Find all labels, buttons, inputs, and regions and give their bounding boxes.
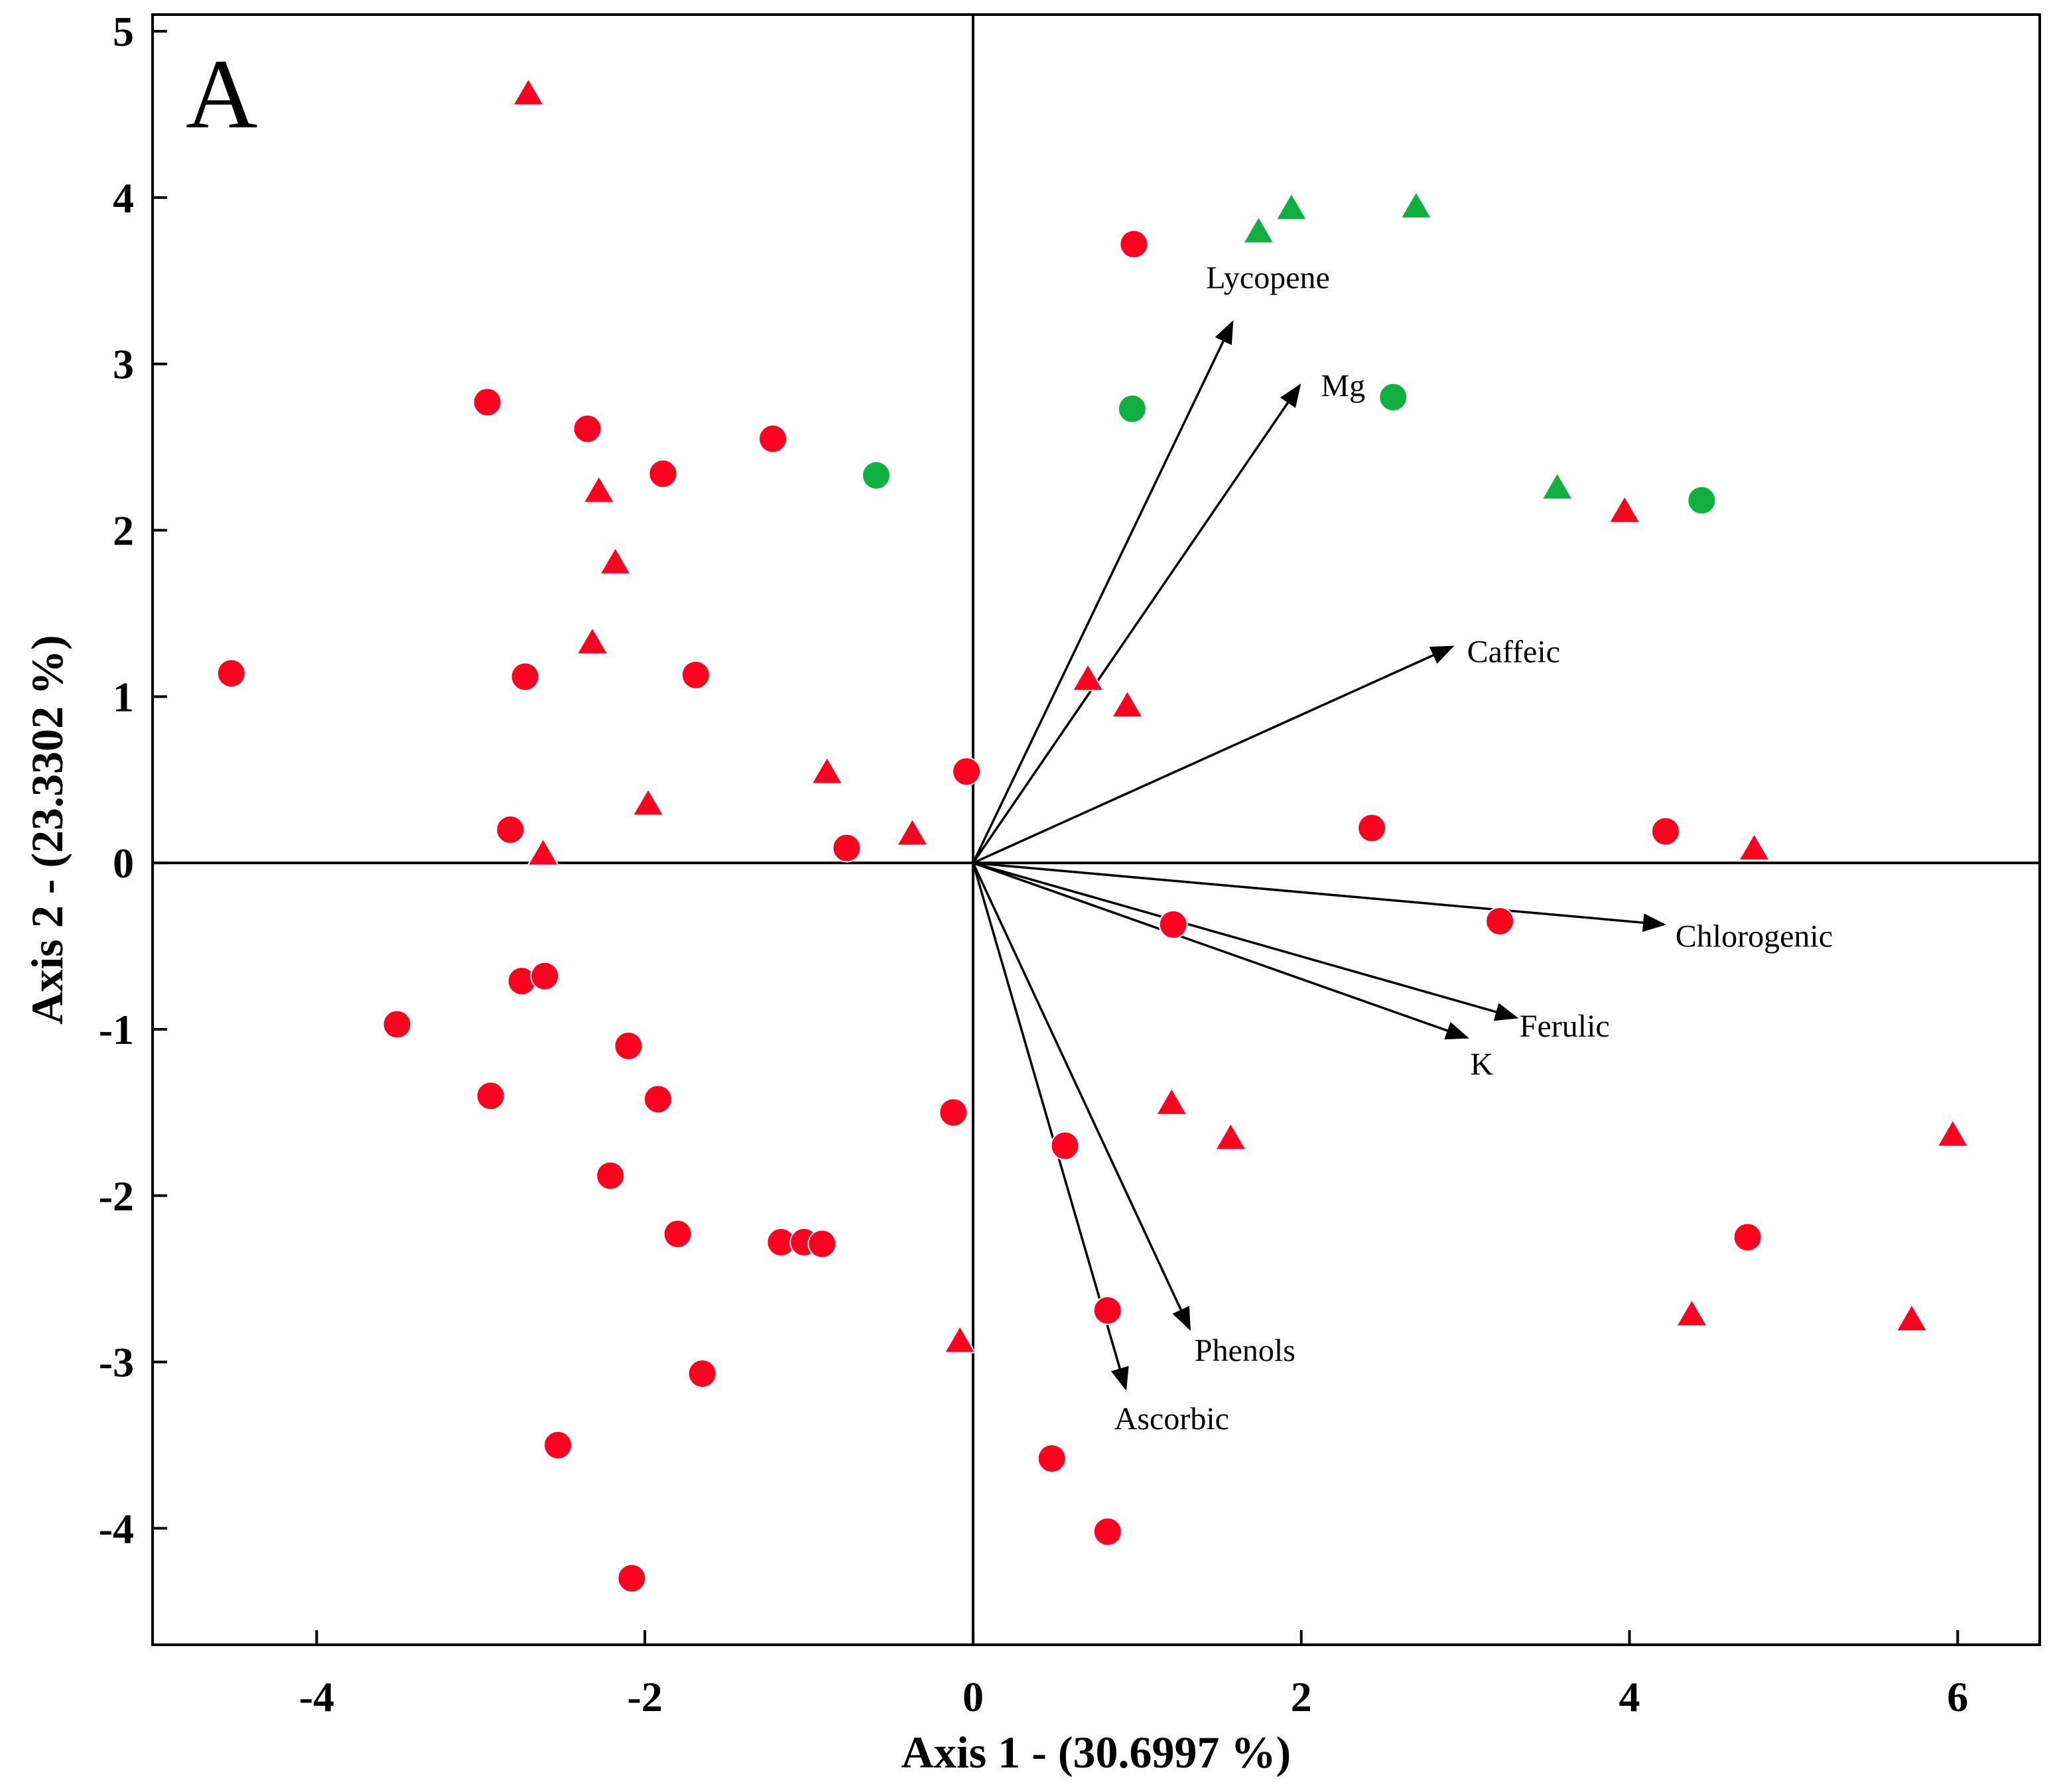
vector-label-ascorbic: Ascorbic: [1114, 1401, 1229, 1437]
red-circle-point: [1650, 816, 1680, 846]
red-circle-point: [681, 660, 710, 690]
red-triangle-point: [1936, 1118, 1969, 1147]
red-triangle-point: [943, 1324, 977, 1354]
red-circle-point: [1357, 813, 1387, 843]
green-triangle-point: [1242, 215, 1276, 244]
red-circle-point: [1050, 1131, 1080, 1161]
red-circle-point: [496, 815, 525, 844]
red-circle-point: [596, 1161, 626, 1190]
red-circle-point: [1733, 1222, 1762, 1252]
red-circle-point: [643, 1084, 673, 1114]
red-circle-point: [1093, 1517, 1122, 1547]
red-circle-point: [216, 659, 246, 688]
x-axis-title: Axis 1 - (30.6997 %): [901, 1727, 1291, 1777]
y-tick-label: 0: [113, 840, 134, 887]
red-triangle-point: [1155, 1086, 1189, 1116]
red-triangle-point: [598, 546, 632, 575]
plot-frame: [151, 13, 2041, 1646]
green-circle-point: [1378, 382, 1408, 412]
red-circle-point: [472, 387, 502, 417]
red-triangle-point: [576, 626, 609, 655]
red-circle-point: [1485, 906, 1515, 936]
red-circle-point: [1037, 1444, 1067, 1474]
zero-axes: [153, 15, 2040, 1645]
loading-vectors: Lycopene Mg Caffeic Chlorogenic Ferulic K Phen…: [972, 260, 1833, 1437]
axis-ticks: -4 -2 0 2 4 6 -4 -3 -2 -1 0 1 2 3 4 5: [99, 8, 1969, 1720]
vector-label-k: K: [1471, 1047, 1494, 1082]
y-tick-label: 3: [113, 341, 134, 388]
y-tick-label: -3: [99, 1339, 134, 1386]
red-circle-point: [382, 1009, 412, 1039]
x-tick-label: -4: [299, 1673, 334, 1720]
red-circle-point: [663, 1219, 693, 1249]
red-circle-point: [476, 1081, 505, 1111]
red-triangle-point: [895, 817, 929, 846]
y-tick-label: 5: [113, 8, 134, 55]
x-tick-label: 2: [1291, 1673, 1312, 1720]
y-tick-label: 1: [113, 673, 134, 720]
red-triangle-point: [1214, 1121, 1248, 1151]
vector-phenols: [972, 862, 1191, 1331]
red-triangle-point: [1675, 1298, 1709, 1327]
x-tick-label: -2: [628, 1673, 663, 1720]
red-circle-point: [572, 414, 602, 444]
y-tick-label: -4: [99, 1505, 134, 1552]
red-triangle-point: [1737, 832, 1771, 862]
red-circle-point: [530, 961, 560, 991]
vector-label-lycopene: Lycopene: [1206, 260, 1330, 295]
vector-caffeic: [972, 645, 1455, 864]
y-tick-label: 2: [113, 507, 134, 554]
red-triangle-point: [1895, 1303, 1928, 1332]
red-circle-point: [648, 459, 678, 489]
vector-label-mg: Mg: [1321, 368, 1365, 403]
red-circle-point: [617, 1563, 647, 1593]
red-circle-point: [758, 424, 788, 454]
red-circle-point: [952, 757, 982, 787]
x-tick-label: 0: [962, 1673, 984, 1720]
red-circle-point: [832, 833, 862, 863]
score-points: [216, 77, 1969, 1593]
red-circle-point: [510, 662, 540, 692]
vector-label-phenols: Phenols: [1195, 1333, 1295, 1368]
red-triangle-point: [1071, 663, 1105, 692]
vector-lycopene: [972, 320, 1234, 864]
red-triangle-point: [1608, 495, 1641, 523]
y-tick-label: -2: [99, 1173, 134, 1220]
red-circle-point: [1093, 1295, 1122, 1325]
red-triangle-point: [511, 77, 545, 106]
red-circle-point: [807, 1229, 837, 1259]
red-triangle-point: [582, 474, 616, 503]
red-circle-point: [1119, 229, 1149, 259]
green-circle-point: [1117, 394, 1147, 424]
panel-label: A: [186, 39, 257, 149]
red-circle-point: [614, 1031, 643, 1061]
vector-chlorogenic: [972, 862, 1666, 932]
red-triangle-point: [631, 787, 665, 816]
red-circle-point: [1158, 909, 1188, 939]
green-triangle-point: [1540, 471, 1574, 500]
vector-label-caffeic: Caffeic: [1467, 635, 1560, 670]
y-axis-title: Axis 2 - (23.3302 %): [22, 635, 72, 1024]
red-triangle-point: [810, 755, 844, 785]
y-tick-label: -1: [99, 1006, 134, 1053]
y-tick-label: 4: [113, 174, 134, 222]
red-triangle-point: [526, 837, 560, 866]
red-triangle-point: [1110, 689, 1144, 718]
green-triangle-point: [1400, 190, 1433, 219]
vector-ferulic: [972, 862, 1519, 1021]
green-circle-point: [861, 460, 891, 490]
vector-label-chlorogenic: Chlorogenic: [1676, 919, 1833, 954]
red-circle-point: [543, 1431, 573, 1460]
vector-k: [972, 862, 1469, 1040]
vector-mg: [972, 383, 1301, 864]
x-tick-label: 6: [1947, 1673, 1968, 1720]
vector-label-ferulic: Ferulic: [1520, 1009, 1610, 1044]
red-circle-point: [687, 1359, 717, 1389]
x-tick-label: 4: [1619, 1673, 1640, 1720]
green-triangle-point: [1275, 192, 1308, 221]
green-circle-point: [1687, 485, 1717, 515]
red-circle-point: [939, 1098, 968, 1127]
